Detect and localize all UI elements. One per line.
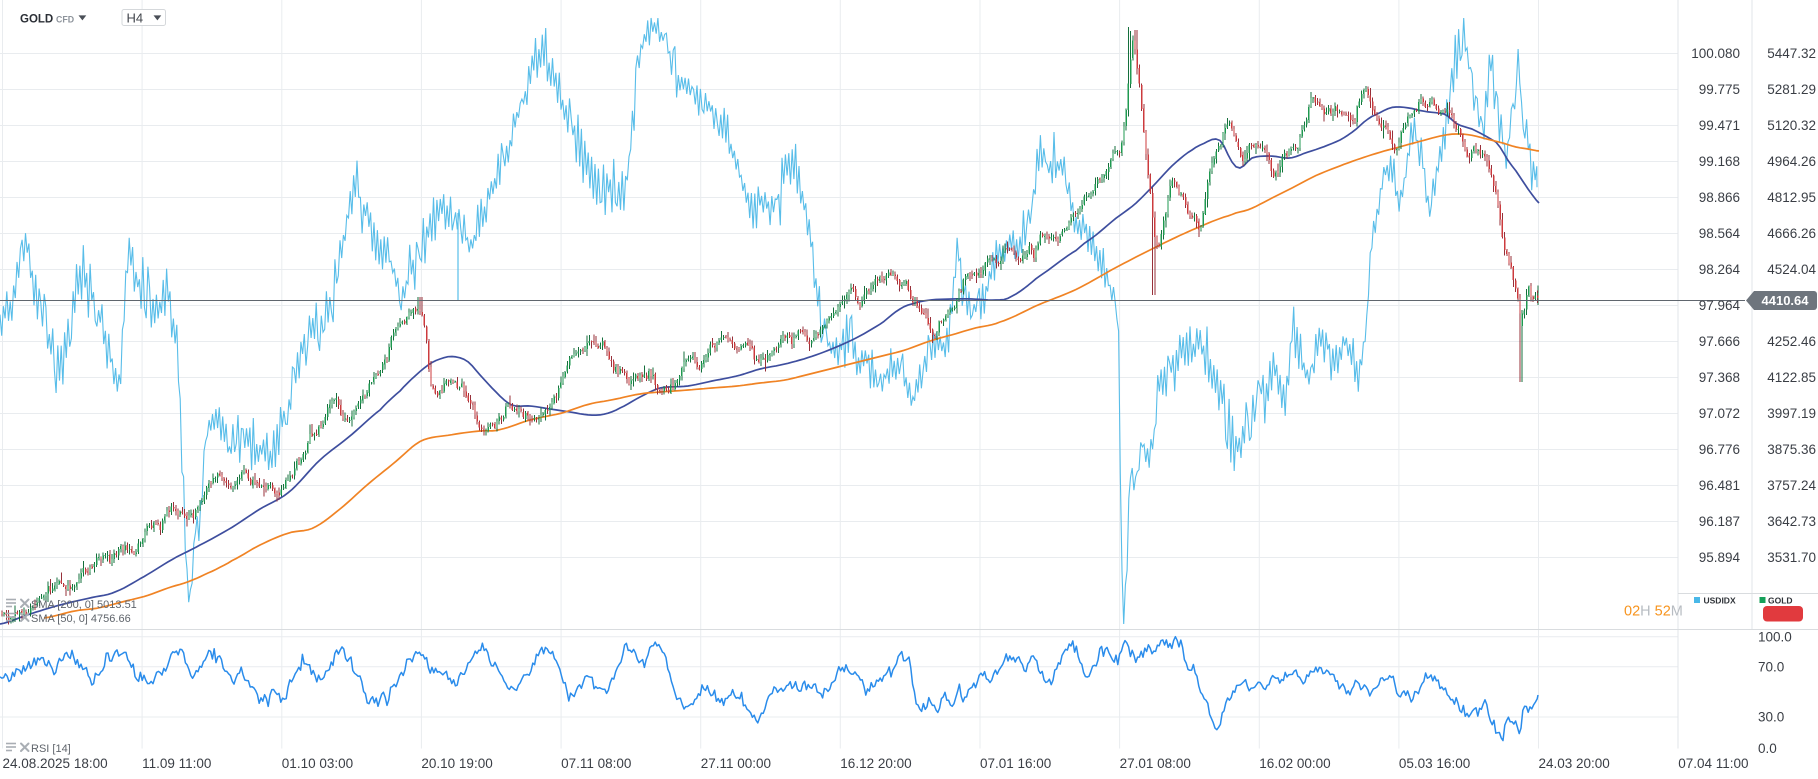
svg-text:H4: H4: [127, 11, 144, 26]
svg-text:RSI [14]: RSI [14]: [31, 743, 71, 755]
svg-text:97.072: 97.072: [1699, 406, 1740, 421]
svg-text:5120.32: 5120.32: [1767, 118, 1816, 133]
svg-text:27.01 08:00: 27.01 08:00: [1120, 756, 1191, 771]
svg-text:97.964: 97.964: [1699, 298, 1741, 313]
svg-text:98.564: 98.564: [1699, 226, 1741, 241]
svg-text:3875.36: 3875.36: [1767, 442, 1816, 457]
svg-text:07.11 08:00: 07.11 08:00: [561, 756, 631, 771]
svg-text:24.08.2025 18:00: 24.08.2025 18:00: [3, 756, 108, 771]
svg-text:16.12 20:00: 16.12 20:00: [840, 756, 911, 771]
svg-text:GOLD: GOLD: [1768, 596, 1793, 606]
svg-text:0.0: 0.0: [1758, 741, 1777, 756]
svg-text:96.776: 96.776: [1699, 442, 1740, 457]
svg-text:01.10 03:00: 01.10 03:00: [282, 756, 353, 771]
svg-text:05.03 16:00: 05.03 16:00: [1399, 756, 1470, 771]
svg-text:SMA [50, 0] 4756.66: SMA [50, 0] 4756.66: [31, 613, 131, 625]
svg-text:4812.95: 4812.95: [1767, 190, 1816, 205]
svg-text:02H 52M: 02H 52M: [1624, 604, 1683, 620]
svg-text:97.666: 97.666: [1699, 334, 1740, 349]
svg-text:100.080: 100.080: [1691, 46, 1740, 61]
svg-text:16.02 00:00: 16.02 00:00: [1259, 756, 1330, 771]
svg-text:GOLD: GOLD: [20, 14, 53, 26]
svg-text:96.481: 96.481: [1699, 478, 1740, 493]
svg-text:3642.73: 3642.73: [1767, 514, 1816, 529]
svg-text:97.368: 97.368: [1699, 370, 1740, 385]
svg-text:4524.04: 4524.04: [1767, 262, 1816, 277]
svg-text:4964.26: 4964.26: [1767, 154, 1816, 169]
svg-text:3757.24: 3757.24: [1767, 478, 1816, 493]
svg-text:5281.29: 5281.29: [1767, 82, 1816, 97]
svg-text:4410.64: 4410.64: [1762, 293, 1810, 308]
svg-text:5447.32: 5447.32: [1767, 46, 1816, 61]
svg-text:98.866: 98.866: [1699, 190, 1740, 205]
svg-text:100.0: 100.0: [1758, 629, 1792, 644]
svg-text:70.0: 70.0: [1758, 659, 1784, 674]
svg-text:SMA [200, 0] 5013.51: SMA [200, 0] 5013.51: [31, 599, 137, 611]
svg-text:3531.70: 3531.70: [1767, 550, 1816, 565]
svg-text:CFD: CFD: [56, 15, 74, 25]
svg-text:20.10 19:00: 20.10 19:00: [421, 756, 492, 771]
svg-text:99.168: 99.168: [1699, 154, 1740, 169]
svg-text:4252.46: 4252.46: [1767, 334, 1816, 349]
svg-text:4122.85: 4122.85: [1767, 370, 1816, 385]
svg-text:99.471: 99.471: [1699, 118, 1740, 133]
svg-text:99.775: 99.775: [1699, 82, 1740, 97]
svg-text:98.264: 98.264: [1699, 262, 1741, 277]
svg-text:07.01 16:00: 07.01 16:00: [980, 756, 1051, 771]
svg-text:96.187: 96.187: [1699, 514, 1740, 529]
svg-text:4666.26: 4666.26: [1767, 226, 1816, 241]
svg-text:11.09 11:00: 11.09 11:00: [142, 756, 211, 771]
svg-text:30.0: 30.0: [1758, 710, 1784, 725]
svg-text:27.11 00:00: 27.11 00:00: [701, 756, 771, 771]
svg-text:07.04 11:00: 07.04 11:00: [1678, 756, 1748, 771]
svg-text:3997.19: 3997.19: [1767, 406, 1816, 421]
svg-text:95.894: 95.894: [1699, 550, 1741, 565]
svg-text:24.03 20:00: 24.03 20:00: [1539, 756, 1610, 771]
svg-text:USDIDX: USDIDX: [1704, 596, 1736, 606]
